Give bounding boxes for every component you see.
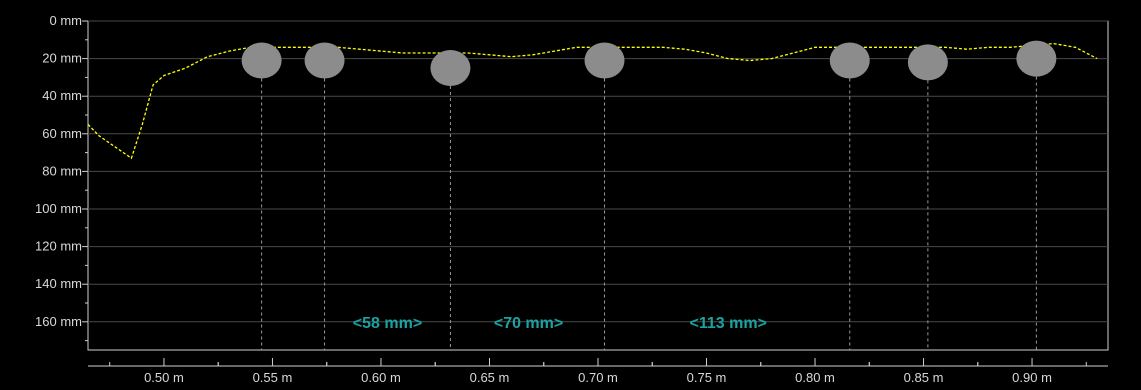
x-tick-label: 0.55 m [253,370,293,385]
x-tick-label: 0.60 m [361,370,401,385]
spacing-annotation: <113 mm> [690,315,767,332]
spacing-annotation: <58 mm> [353,315,422,332]
x-tick-label: 0.85 m [904,370,944,385]
y-tick-label: 140 mm [35,276,82,291]
y-tick-label: 40 mm [42,88,82,103]
object-marker [304,42,345,79]
x-tick-label: 0.75 m [687,370,727,385]
object-marker [241,42,282,79]
x-tick-label: 0.80 m [795,370,835,385]
x-tick-label: 0.90 m [1012,370,1052,385]
x-tick-label: 0.50 m [144,370,184,385]
object-marker [1016,40,1057,77]
y-tick-label: 80 mm [42,163,82,178]
x-tick-label: 0.70 m [578,370,618,385]
y-tick-label: 60 mm [42,126,82,141]
y-tick-label: 20 mm [42,51,82,66]
y-tick-label: 100 mm [35,201,82,216]
y-tick-label: 160 mm [35,314,82,329]
y-tick-label: 0 mm [50,13,83,28]
object-marker [907,44,948,81]
spacing-annotation: <70 mm> [494,315,563,332]
x-tick-label: 0.65 m [470,370,510,385]
object-marker [584,42,625,79]
object-marker [430,50,471,86]
object-marker [829,42,870,79]
surface-line [87,42,1098,160]
y-tick-label: 120 mm [35,239,82,254]
